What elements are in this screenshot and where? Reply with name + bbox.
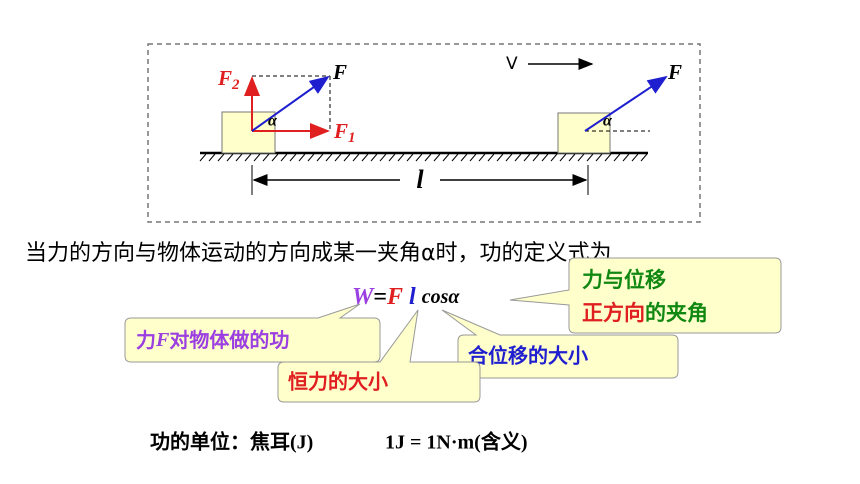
label-main: F [333, 119, 348, 143]
f-label: F [332, 60, 347, 84]
label-sub: 1 [348, 130, 356, 146]
callout-part: 对物体做的功 [169, 328, 289, 352]
callout-shape [441, 309, 679, 379]
formula-f: F [386, 284, 403, 310]
f-arrow [251, 75, 330, 132]
callout-force: 恒力的大小 [277, 309, 481, 403]
callout-text: 力与位移 [582, 268, 666, 292]
formula-cos: cosα [422, 286, 461, 308]
diagram: F2 F α F1 V F α l [147, 43, 701, 223]
footer-definition: 1J = 1N·m(含义) [385, 430, 528, 454]
callout-shape [277, 309, 481, 403]
label-sub: 2 [231, 77, 240, 93]
callout-part: F [155, 329, 170, 351]
ground-hatch [199, 153, 648, 162]
formula-w: W [352, 284, 375, 310]
footer-unit: 功的单位：焦耳(J) [150, 430, 313, 454]
callout-angle: 力与位移 正方向的夹角 [509, 257, 782, 334]
callout-text: 力F对物体做的功 [136, 328, 289, 352]
f2-label: F2 [217, 66, 240, 94]
callout-text: 合位移的大小 [468, 344, 588, 368]
alpha-label: α [268, 113, 278, 130]
callout-red: 正方向 [582, 301, 645, 325]
block [221, 111, 276, 154]
f-arrow [584, 75, 668, 132]
diagram-frame [147, 43, 701, 223]
label-main: F [217, 66, 232, 90]
callout-part: 力 [136, 328, 156, 352]
callout-work: 力F对物体做的功 [124, 303, 381, 363]
callout-text: 恒力的大小 [288, 370, 388, 394]
callout-text: 正方向的夹角 [582, 301, 708, 325]
formula-l: l [409, 284, 416, 310]
velocity-label: V [506, 54, 518, 74]
callout-shape [509, 257, 782, 334]
sentence: 当力的方向与物体运动的方向成某一夹角α时，功的定义式为 [25, 241, 612, 266]
formula: W=F l cosα [352, 284, 460, 310]
alpha-label: α [603, 113, 613, 130]
f-label: F [667, 60, 682, 84]
callout-displacement: 合位移的大小 [441, 309, 679, 379]
distance-label: l [416, 165, 424, 194]
callout-green: 的夹角 [645, 301, 708, 325]
f1-label: F1 [333, 119, 356, 147]
formula-eq: = [373, 284, 387, 310]
